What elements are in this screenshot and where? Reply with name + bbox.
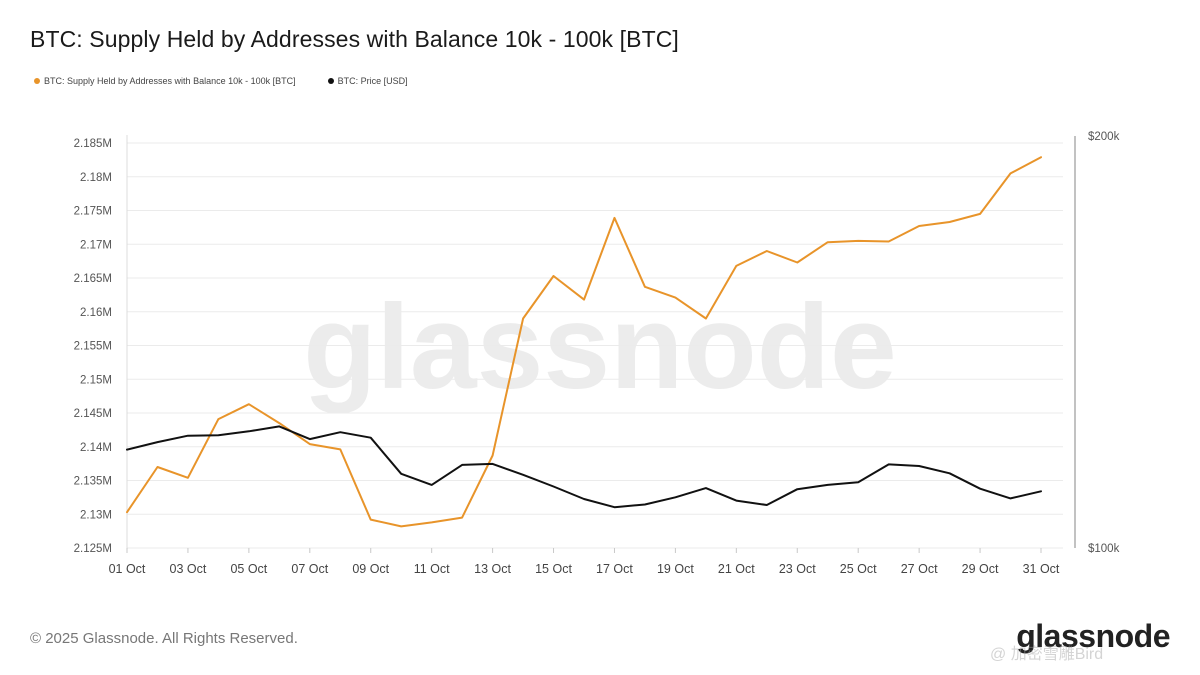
- overlay-watermark: @ 加密雪雕Bird: [990, 646, 1104, 663]
- y-tick-label: 2.125M: [74, 543, 112, 555]
- x-tick-label: 03 Oct: [170, 562, 207, 576]
- y-tick-label: 2.13M: [80, 509, 112, 521]
- y-tick-label: 2.165M: [74, 273, 112, 285]
- legend: BTC: Supply Held by Addresses with Balan…: [34, 76, 408, 86]
- x-tick-label: 17 Oct: [596, 562, 633, 576]
- x-tick-label: 27 Oct: [901, 562, 938, 576]
- y-tick-label: 2.18M: [80, 172, 112, 184]
- price-series-line: [126, 425, 1042, 509]
- y-tick-label: 2.14M: [80, 442, 112, 454]
- y-tick-label: 2.175M: [74, 206, 112, 218]
- y-right-tick-label: $200k: [1088, 131, 1120, 143]
- series-layer: [126, 156, 1042, 528]
- x-tick-label: 21 Oct: [718, 562, 755, 576]
- legend-item-price[interactable]: BTC: Price [USD]: [327, 76, 408, 86]
- x-tick-label: 07 Oct: [291, 562, 328, 576]
- y-tick-label: 2.185M: [74, 138, 112, 150]
- y-tick-label: 2.155M: [74, 341, 112, 353]
- y-tick-label: 2.15M: [80, 374, 112, 386]
- y-tick-label: 2.135M: [74, 476, 112, 488]
- legend-item-supply[interactable]: BTC: Supply Held by Addresses with Balan…: [34, 76, 296, 86]
- watermark: glassnode: [303, 280, 897, 414]
- legend-label-price: BTC: Price [USD]: [337, 76, 408, 86]
- chart-title: BTC: Supply Held by Addresses with Balan…: [30, 26, 679, 52]
- y-tick-label: 2.145M: [74, 408, 112, 420]
- y-right-tick-label: $100k: [1088, 543, 1120, 555]
- glassnode-logo[interactable]: glassnode: [1016, 618, 1170, 654]
- legend-dot-supply: [34, 78, 40, 84]
- supply-series-line: [126, 156, 1042, 528]
- x-tick-label: 25 Oct: [840, 562, 877, 576]
- y-tick-label: 2.16M: [80, 307, 112, 319]
- copyright-footer: © 2025 Glassnode. All Rights Reserved.: [30, 630, 298, 647]
- x-tick-label: 15 Oct: [535, 562, 572, 576]
- x-tick-label: 23 Oct: [779, 562, 816, 576]
- y-tick-label: 2.17M: [80, 239, 112, 251]
- legend-dot-price: [327, 78, 334, 84]
- x-tick-label: 11 Oct: [414, 562, 450, 576]
- x-tick-label: 05 Oct: [230, 562, 267, 576]
- x-tick-label: 31 Oct: [1023, 562, 1060, 576]
- x-tick-label: 29 Oct: [962, 562, 999, 576]
- x-tick-label: 13 Oct: [474, 562, 511, 576]
- x-tick-label: 19 Oct: [657, 562, 694, 576]
- axes: 2.125M 2.13M 2.135M 2.14M 2.145M 2.15M 2.155M 2…: [74, 131, 1120, 576]
- grid-lines: [127, 142, 1063, 549]
- x-tick-label: 09 Oct: [352, 562, 389, 576]
- x-tick-label: 01 Oct: [109, 562, 146, 576]
- legend-label-supply: BTC: Supply Held by Addresses with Balan…: [44, 76, 296, 86]
